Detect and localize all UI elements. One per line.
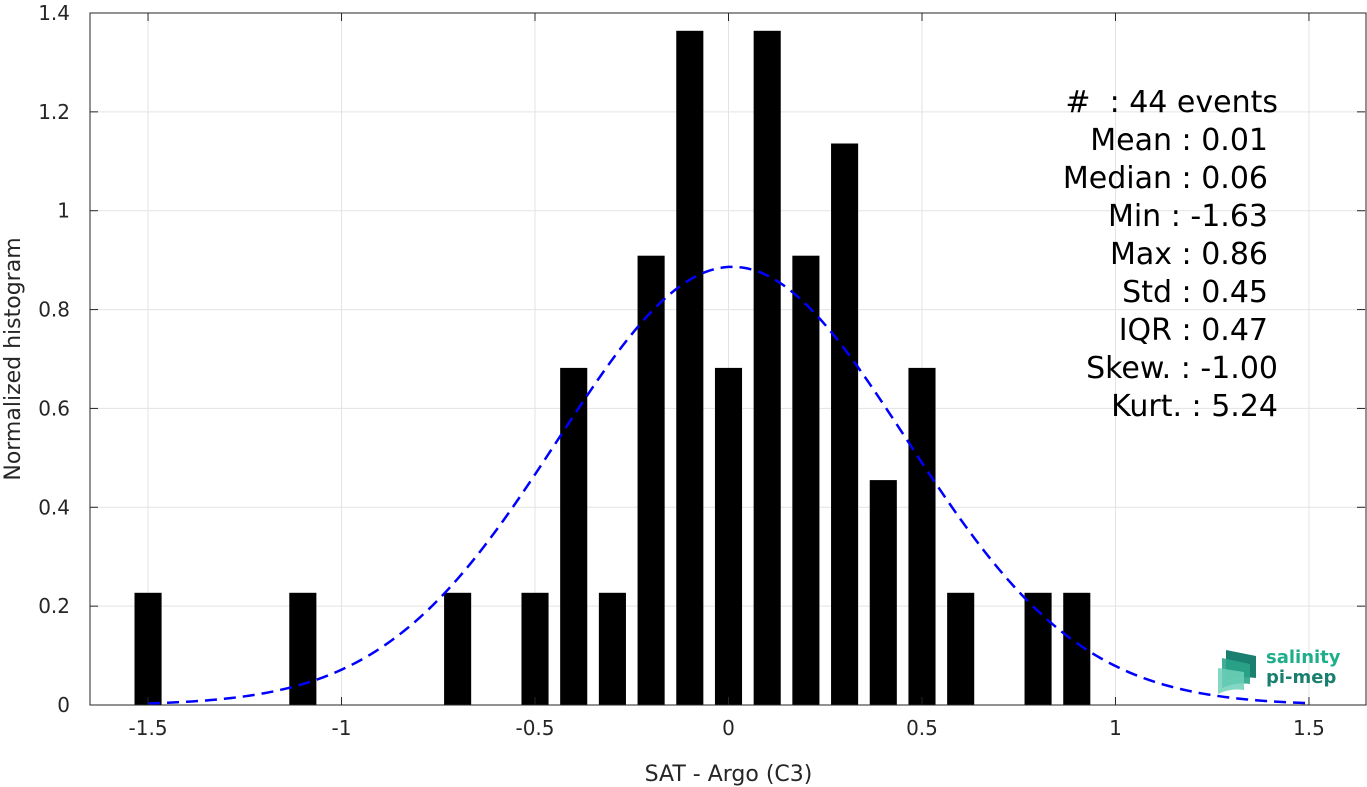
stat-label: Skew. [1086, 351, 1181, 386]
y-tick-label: 1.2 [38, 100, 70, 124]
x-ticks: -1.5 -1 -0.5 0 0.5 1 1.5 [129, 13, 1325, 740]
histogram-bar [134, 592, 162, 705]
stat-label: Min [1107, 199, 1171, 234]
stat-kurt: Kurt. : 5.24 [1000, 388, 1278, 426]
x-tick-label: -0.5 [515, 716, 554, 740]
histogram-bar [947, 592, 975, 705]
x-tick-label: 1 [1109, 716, 1122, 740]
y-axis-label: Normalized histogram [1, 237, 26, 480]
y-tick-label: 0.2 [38, 594, 70, 618]
grid-lines [90, 12, 1367, 706]
stat-value: : -1.63 [1170, 199, 1268, 234]
x-tick-label: 0.5 [906, 716, 938, 740]
y-tick-label: 0.4 [38, 495, 70, 519]
stat-value: : 5.24 [1191, 389, 1278, 424]
y-tick-label: 0.8 [38, 298, 70, 322]
stat-value: : 0.45 [1181, 275, 1268, 310]
histogram-bar [598, 592, 626, 705]
stat-label: Max [1109, 237, 1182, 272]
stat-count: # : 44 events [1000, 84, 1278, 122]
y-tick-label: 0.6 [38, 396, 70, 420]
stat-iqr: IQR : 0.47 [1000, 312, 1278, 350]
stat-label: Median [1062, 161, 1182, 196]
y-tick-label: 1.4 [38, 1, 70, 25]
histogram-bar [714, 367, 743, 705]
stat-value: : 0.06 [1181, 161, 1268, 196]
stat-label: Kurt. [1111, 389, 1192, 424]
x-tick-label: -1 [332, 716, 352, 740]
logo-text: salinity pi-mep [1266, 648, 1341, 688]
histogram-bars [134, 30, 1091, 706]
stat-value: : -1.00 [1180, 351, 1278, 386]
histogram-bar [869, 480, 897, 705]
y-tick-label: 0 [57, 693, 70, 717]
histogram-bar [676, 30, 704, 705]
salinity-pimep-logo: salinity pi-mep [1216, 646, 1346, 696]
stat-max: Max : 0.86 [1000, 236, 1278, 274]
stat-label: Mean [1090, 123, 1182, 158]
stat-label: Std [1122, 275, 1182, 310]
normal-fit-curve [148, 265, 1309, 705]
logo-line1: salinity [1266, 647, 1341, 668]
y-tick-label: 1 [57, 199, 70, 223]
y-ticks: 0 0.2 0.4 0.6 0.8 1 1.2 1.4 [38, 1, 1365, 717]
statistics-box: # : 44 events Mean : 0.01 Median : 0.06 … [1000, 84, 1278, 426]
x-axis-label: SAT - Argo (C3) [645, 762, 813, 787]
histogram-bar [560, 367, 588, 705]
stat-label: # [1065, 85, 1110, 120]
stat-skew: Skew. : -1.00 [1000, 350, 1278, 388]
histogram-bar [521, 592, 549, 705]
stat-median: Median : 0.06 [1000, 160, 1278, 198]
histogram-bar [637, 255, 665, 706]
logo-line2: pi-mep [1266, 667, 1337, 688]
stat-std: Std : 0.45 [1000, 274, 1278, 312]
histogram-bar [289, 592, 317, 705]
stat-value: : 0.86 [1181, 237, 1268, 272]
histogram-bar [753, 30, 781, 705]
stat-mean: Mean : 0.01 [1000, 122, 1278, 160]
x-tick-label: 1.5 [1293, 716, 1325, 740]
x-tick-label: -1.5 [129, 716, 168, 740]
histogram-bar [831, 143, 859, 705]
stat-value: : 0.47 [1181, 313, 1268, 348]
histogram-bar [792, 255, 820, 706]
stat-value: : 0.01 [1181, 123, 1268, 158]
stat-label: IQR [1118, 313, 1182, 348]
stat-value: : 44 events [1109, 85, 1278, 120]
histogram-bar [908, 367, 936, 705]
stat-min: Min : -1.63 [1000, 198, 1278, 236]
x-tick-label: 0 [722, 716, 735, 740]
histogram-bar [444, 592, 472, 705]
waves-icon [1218, 650, 1256, 694]
